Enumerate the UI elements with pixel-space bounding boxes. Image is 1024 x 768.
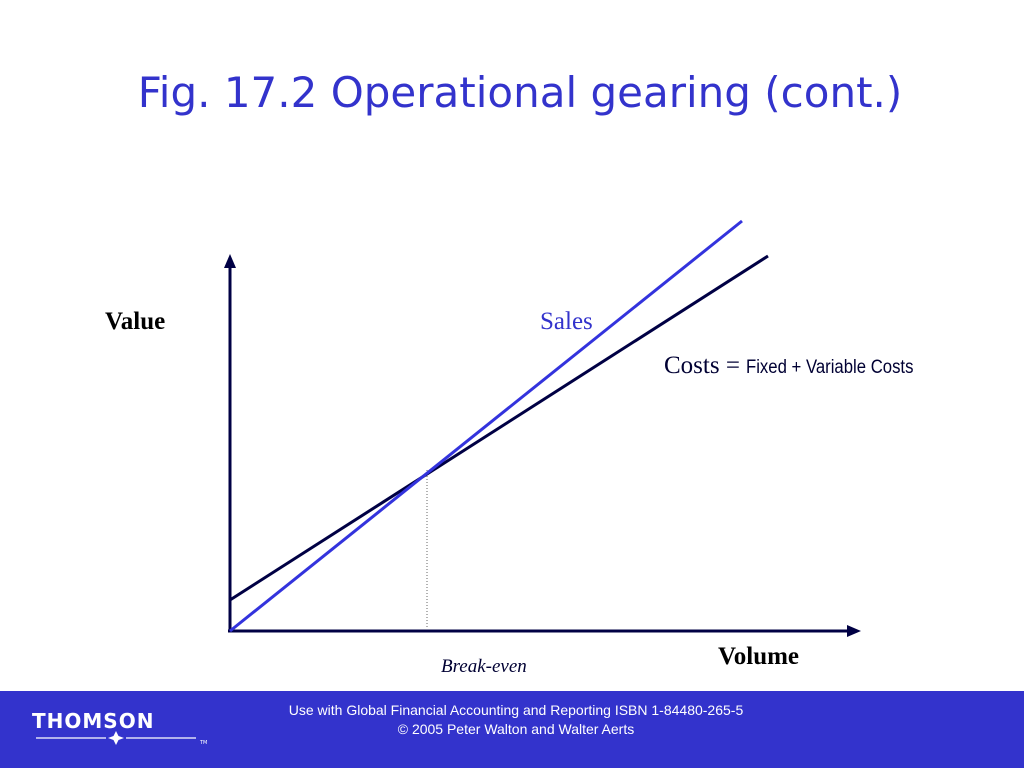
costs-label-text: Costs =: [664, 352, 747, 379]
breakeven-label: Break-even: [441, 656, 527, 677]
y-axis-label: Value: [105, 308, 166, 335]
logo-text: THOMSON: [32, 709, 155, 733]
y-axis-arrowhead: [224, 254, 236, 268]
sales-label: Sales: [540, 308, 593, 335]
x-axis-arrowhead: [847, 625, 861, 637]
footer-line-1: Use with Global Financial Accounting and…: [288, 702, 744, 718]
footer-copyright: Use with Global Financial Accounting and…: [289, 701, 744, 739]
footer-bar: THOMSON TM Use with Global Financial Acc…: [0, 691, 1024, 768]
trademark-mark: TM: [199, 740, 207, 746]
slide-title: Fig. 17.2 Operational gearing (cont.): [137, 68, 903, 117]
sales-line: [229, 219, 743, 633]
operational-gearing-diagram: [224, 219, 861, 637]
thomson-logo: THOMSON TM: [32, 709, 212, 759]
costs-label: Costs = Fixed + Variable Costs: [664, 352, 936, 380]
costs-detail: Fixed + Variable Costs: [746, 357, 914, 378]
footer-line-2: © 2005 Peter Walton and Walter Aerts: [397, 721, 635, 737]
costs-line: [229, 254, 769, 602]
x-axis-label: Volume: [718, 643, 800, 670]
logo-star-icon: TM: [36, 731, 207, 746]
